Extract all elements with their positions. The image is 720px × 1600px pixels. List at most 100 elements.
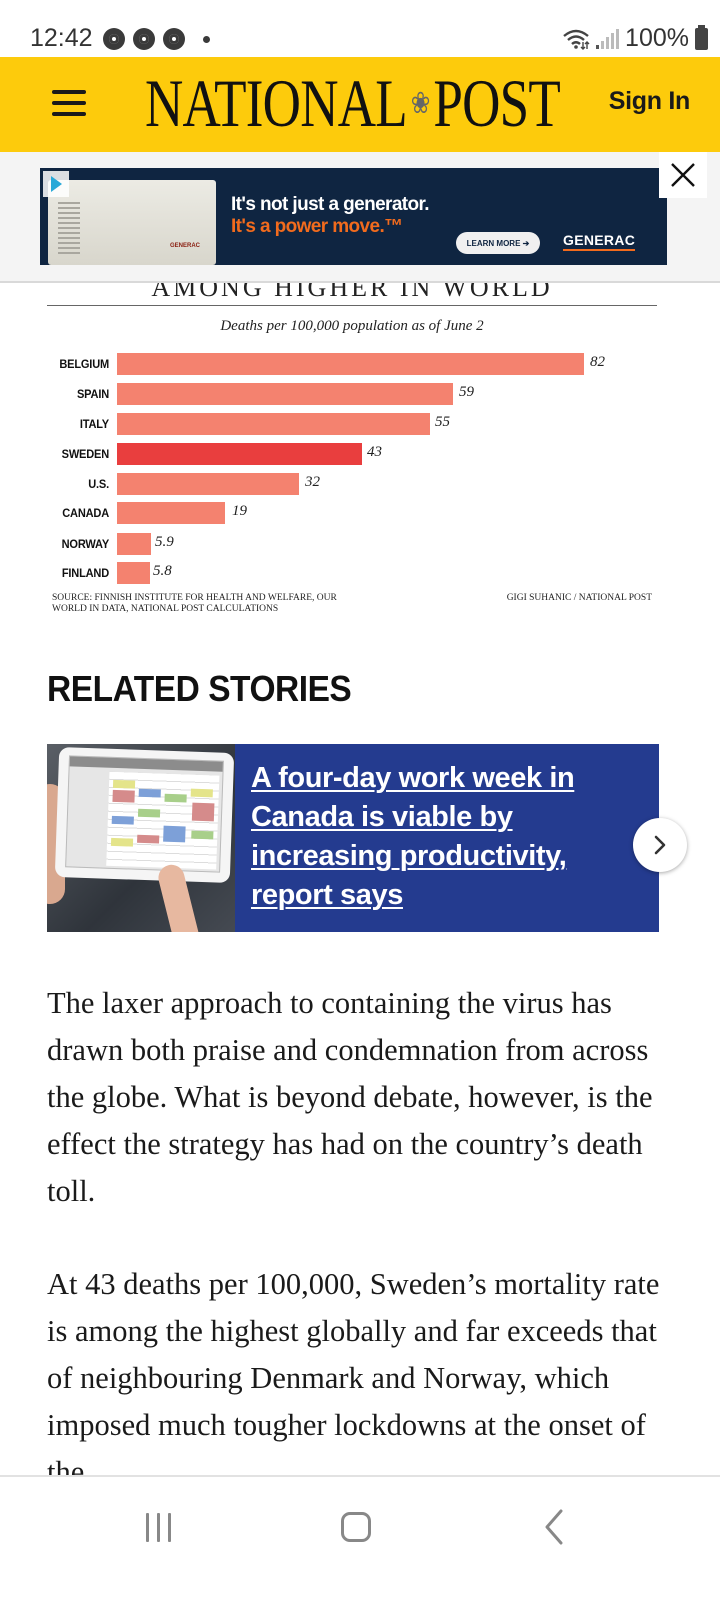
chart-bar-row: BELGIUM 82	[47, 353, 657, 375]
chart-bar-row: NORWAY 5.9	[47, 533, 657, 555]
calendar-event	[112, 779, 136, 789]
bar	[117, 473, 299, 495]
chrome-icon	[103, 28, 125, 50]
bar-label: NORWAY	[61, 537, 110, 551]
article-paragraph: At 43 deaths per 100,000, Sweden’s morta…	[47, 1267, 660, 1489]
battery-percent: 100%	[625, 24, 689, 52]
article-body: The laxer approach to containing the vir…	[47, 980, 677, 1542]
home-button[interactable]	[326, 1507, 386, 1547]
bar-value: 55	[435, 414, 450, 430]
maple-leaf-icon: ❀	[410, 86, 431, 120]
sign-in-button[interactable]: Sign In	[608, 87, 691, 115]
calendar-event	[137, 808, 161, 818]
bar-label: FINLAND	[61, 566, 109, 580]
chart-bar-row: U.S. 32	[47, 473, 657, 495]
generator-image: GENERAC	[48, 180, 216, 265]
ad-region: GENERAC It's not just a generator. It's …	[0, 152, 720, 283]
related-story-card[interactable]: A four-day work week in Canada is viable…	[47, 744, 659, 932]
site-logo[interactable]: NATIONAL ❀ POST	[145, 63, 561, 143]
recents-button[interactable]	[128, 1507, 188, 1547]
ad-banner[interactable]: GENERAC It's not just a generator. It's …	[40, 168, 667, 265]
bar	[117, 562, 150, 584]
calendar-event	[164, 793, 187, 803]
chrome-icon	[133, 28, 155, 50]
bar-highlight	[117, 443, 362, 465]
bar-value: 82	[590, 354, 605, 370]
close-icon	[671, 163, 695, 187]
hamburger-icon-line	[52, 90, 86, 94]
chart-subtitle: Deaths per 100,000 population as of June…	[220, 318, 484, 334]
logo-text-post: POST	[433, 64, 560, 141]
deaths-bar-chart: AMONG HIGHER IN WORLD Deaths per 100,000…	[47, 283, 657, 623]
bar-value: 59	[459, 384, 474, 400]
bar	[117, 353, 584, 375]
bar-value: 5.9	[155, 534, 174, 550]
bar-value: 32	[305, 474, 320, 490]
ad-close-button[interactable]	[659, 152, 707, 198]
hamburger-icon-line	[52, 101, 86, 105]
calendar-event	[163, 825, 186, 843]
bar	[117, 502, 225, 524]
thumbnail-tablet	[54, 746, 235, 884]
calendar-event	[111, 815, 134, 825]
chart-bar-row: ITALY 55	[47, 413, 657, 435]
calendar-event	[110, 837, 134, 847]
ad-tagline: It's a power move.™	[231, 216, 403, 237]
bar-value: 19	[232, 503, 247, 519]
back-button[interactable]	[524, 1507, 584, 1547]
wifi-icon	[563, 29, 590, 50]
thumbnail-calendar	[65, 755, 224, 873]
bar-label: BELGIUM	[59, 357, 109, 371]
notification-icons	[103, 28, 210, 50]
calendar-toolbar	[69, 756, 223, 772]
logo-text-national: NATIONAL	[145, 64, 408, 141]
chart-bar-row: SPAIN 59	[47, 383, 657, 405]
bar-label: CANADA	[62, 506, 109, 520]
calendar-event	[112, 789, 135, 803]
calendar-event	[191, 830, 214, 840]
battery-icon	[695, 24, 708, 50]
calendar-grid	[106, 771, 220, 870]
calendar-event	[138, 788, 161, 798]
bar-value: 43	[367, 444, 382, 460]
chart-credit: GIGI SUHANIC / NATIONAL POST	[506, 593, 652, 603]
recents-icon	[145, 1512, 171, 1542]
generator-vents	[58, 202, 80, 254]
bar-value: 5.8	[153, 563, 172, 579]
ad-brand-logo: GENERAC	[563, 232, 636, 251]
chrome-icon	[163, 28, 185, 50]
more-notifications-dot-icon	[203, 35, 210, 43]
related-story-title[interactable]: A four-day work week in Canada is viable…	[251, 762, 575, 911]
back-icon	[545, 1509, 563, 1545]
article-paragraph: The laxer approach to containing the vir…	[47, 986, 653, 1208]
related-next-button[interactable]	[633, 818, 687, 872]
status-time: 12:42	[30, 24, 93, 52]
menu-button[interactable]	[52, 90, 86, 116]
system-nav-bar	[0, 1475, 720, 1600]
bar	[117, 383, 453, 405]
ad-choices-icon[interactable]	[43, 171, 69, 197]
chart-title: AMONG HIGHER IN WORLD	[151, 283, 553, 302]
chart-source: SOURCE: FINNISH INSTITUTE FOR HEALTH AND…	[52, 593, 337, 614]
generator-brand-label: GENERAC	[169, 243, 200, 249]
bar	[117, 413, 430, 435]
calendar-event	[190, 788, 213, 798]
hamburger-icon-line	[52, 112, 86, 116]
bar-label: SWEDEN	[61, 447, 110, 461]
bar-label: U.S.	[88, 477, 109, 491]
status-indicators: 100%	[562, 24, 708, 53]
bar-label: SPAIN	[76, 387, 109, 401]
related-stories-heading: RELATED STORIES	[47, 668, 352, 709]
bar	[117, 533, 151, 555]
calendar-event	[191, 802, 215, 822]
ad-learn-more-button[interactable]: LEARN MORE ➔	[456, 232, 540, 254]
home-icon	[341, 1512, 371, 1542]
chart-divider	[47, 305, 657, 306]
cell-signal-icon	[596, 28, 620, 49]
chart-bar-row: FINLAND 5.8	[47, 562, 657, 584]
related-story-thumbnail	[47, 744, 235, 932]
chart-bar-row: SWEDEN 43	[47, 443, 657, 465]
calendar-event	[137, 834, 160, 844]
chart-bar-row: CANADA 19	[47, 502, 657, 524]
bar-label: ITALY	[79, 417, 109, 431]
